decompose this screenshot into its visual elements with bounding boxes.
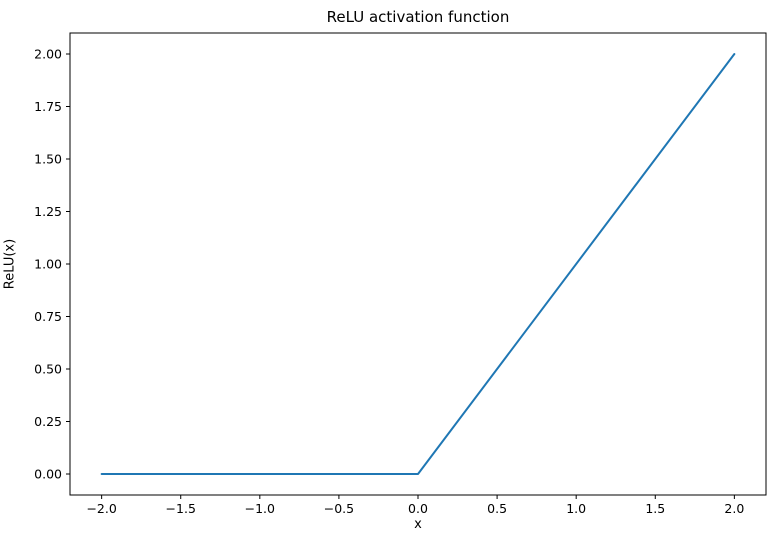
y-tick-label: 2.00: [34, 47, 62, 62]
y-axis: 0.00 0.25 0.50 0.75 1.00 1.25 1.50 1.75 2.00: [34, 47, 70, 482]
y-tick-label: 0.00: [34, 467, 62, 482]
y-tick-label: 1.25: [34, 204, 62, 219]
x-tick-label: 0.0: [408, 501, 428, 516]
y-tick-label: 0.25: [34, 414, 62, 429]
x-tick-label: −1.0: [245, 501, 275, 516]
x-tick-label: −1.5: [166, 501, 196, 516]
x-axis: −2.0 −1.5 −1.0 −0.5 0.0 0.5 1.0 1.5 2.0: [86, 495, 744, 516]
y-tick-label: 1.00: [34, 257, 62, 272]
y-tick-label: 1.75: [34, 99, 62, 114]
axes-frame: [69, 32, 767, 496]
x-tick-label: −0.5: [324, 501, 354, 516]
y-tick-label: 0.75: [34, 309, 62, 324]
x-tick-label: 0.5: [487, 501, 507, 516]
plot-line-relu: [100, 53, 736, 475]
x-tick-label: 1.0: [566, 501, 586, 516]
chart-title: ReLU activation function: [326, 8, 510, 26]
x-axis-label: x: [414, 517, 422, 532]
x-tick-label: 1.5: [645, 501, 665, 516]
x-tick-label: 2.0: [724, 501, 744, 516]
x-tick-label: −2.0: [86, 501, 116, 516]
y-tick-label: 1.50: [34, 152, 62, 167]
y-tick-label: 0.50: [34, 362, 62, 377]
